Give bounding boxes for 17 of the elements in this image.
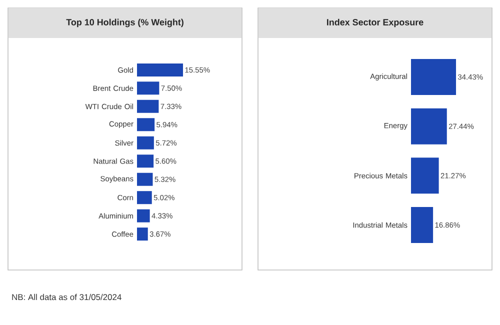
chart-title: Index Sector Exposure xyxy=(327,18,424,28)
bar xyxy=(137,63,184,76)
bar xyxy=(137,154,154,168)
bar xyxy=(137,136,154,150)
bar xyxy=(137,191,152,204)
bar xyxy=(411,59,456,95)
bar xyxy=(411,207,434,243)
bar xyxy=(411,158,439,194)
text: NB: All data as of 31/05/2024 xyxy=(12,294,122,300)
bar xyxy=(137,228,148,241)
bar xyxy=(137,172,153,186)
bar xyxy=(137,82,160,95)
bar xyxy=(137,118,155,132)
bar xyxy=(137,209,150,222)
chart-title: Top 10 Holdings (% Weight) xyxy=(66,18,184,28)
bar xyxy=(411,108,447,144)
bar xyxy=(137,100,159,113)
